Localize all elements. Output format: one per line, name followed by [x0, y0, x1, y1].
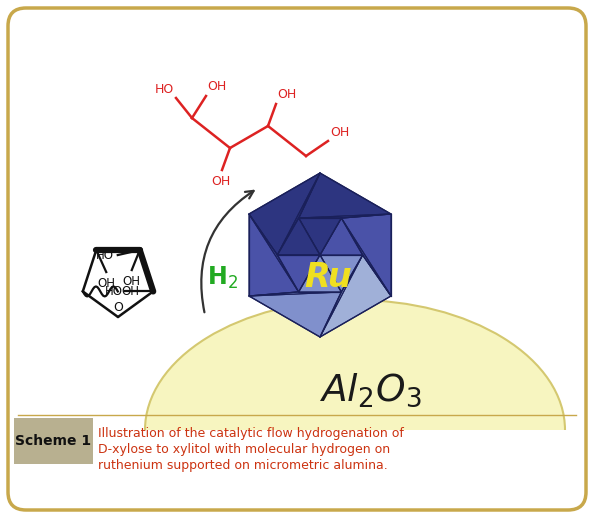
Polygon shape: [320, 218, 363, 255]
Polygon shape: [299, 173, 391, 218]
Text: OH: OH: [97, 277, 115, 290]
Polygon shape: [299, 218, 342, 255]
Text: OH: OH: [330, 126, 349, 139]
Text: HO: HO: [155, 83, 174, 96]
Text: Illustration of the catalytic flow hydrogenation of: Illustration of the catalytic flow hydro…: [98, 427, 404, 440]
Polygon shape: [320, 255, 391, 337]
Polygon shape: [249, 214, 299, 292]
Text: OH: OH: [211, 175, 230, 188]
Polygon shape: [320, 255, 363, 337]
FancyBboxPatch shape: [8, 8, 586, 510]
Polygon shape: [320, 255, 363, 292]
Polygon shape: [277, 255, 320, 292]
Polygon shape: [342, 214, 391, 296]
Text: Al$_2$O$_3$: Al$_2$O$_3$: [319, 371, 421, 409]
Text: O: O: [113, 300, 123, 313]
Text: Scheme 1: Scheme 1: [15, 434, 91, 448]
Polygon shape: [277, 218, 320, 255]
Text: OH: OH: [122, 285, 140, 298]
Polygon shape: [249, 292, 342, 296]
Text: ruthenium supported on micrometric alumina.: ruthenium supported on micrometric alumi…: [98, 459, 388, 472]
Text: OH: OH: [207, 80, 226, 93]
Polygon shape: [277, 173, 320, 255]
Text: HO: HO: [105, 285, 123, 298]
Polygon shape: [299, 255, 342, 292]
Text: HO: HO: [96, 249, 113, 262]
Text: OH: OH: [277, 88, 296, 101]
Polygon shape: [342, 218, 391, 296]
Ellipse shape: [145, 300, 565, 518]
Text: OH: OH: [123, 275, 141, 288]
Polygon shape: [249, 292, 342, 337]
Text: H$_2$: H$_2$: [207, 265, 238, 291]
FancyBboxPatch shape: [14, 418, 93, 464]
FancyArrowPatch shape: [201, 191, 254, 312]
Polygon shape: [299, 214, 391, 218]
Polygon shape: [249, 173, 320, 255]
Text: D-xylose to xylitol with molecular hydrogen on: D-xylose to xylitol with molecular hydro…: [98, 443, 390, 456]
Text: Ru: Ru: [304, 261, 352, 294]
Polygon shape: [83, 250, 153, 317]
Polygon shape: [249, 214, 299, 296]
